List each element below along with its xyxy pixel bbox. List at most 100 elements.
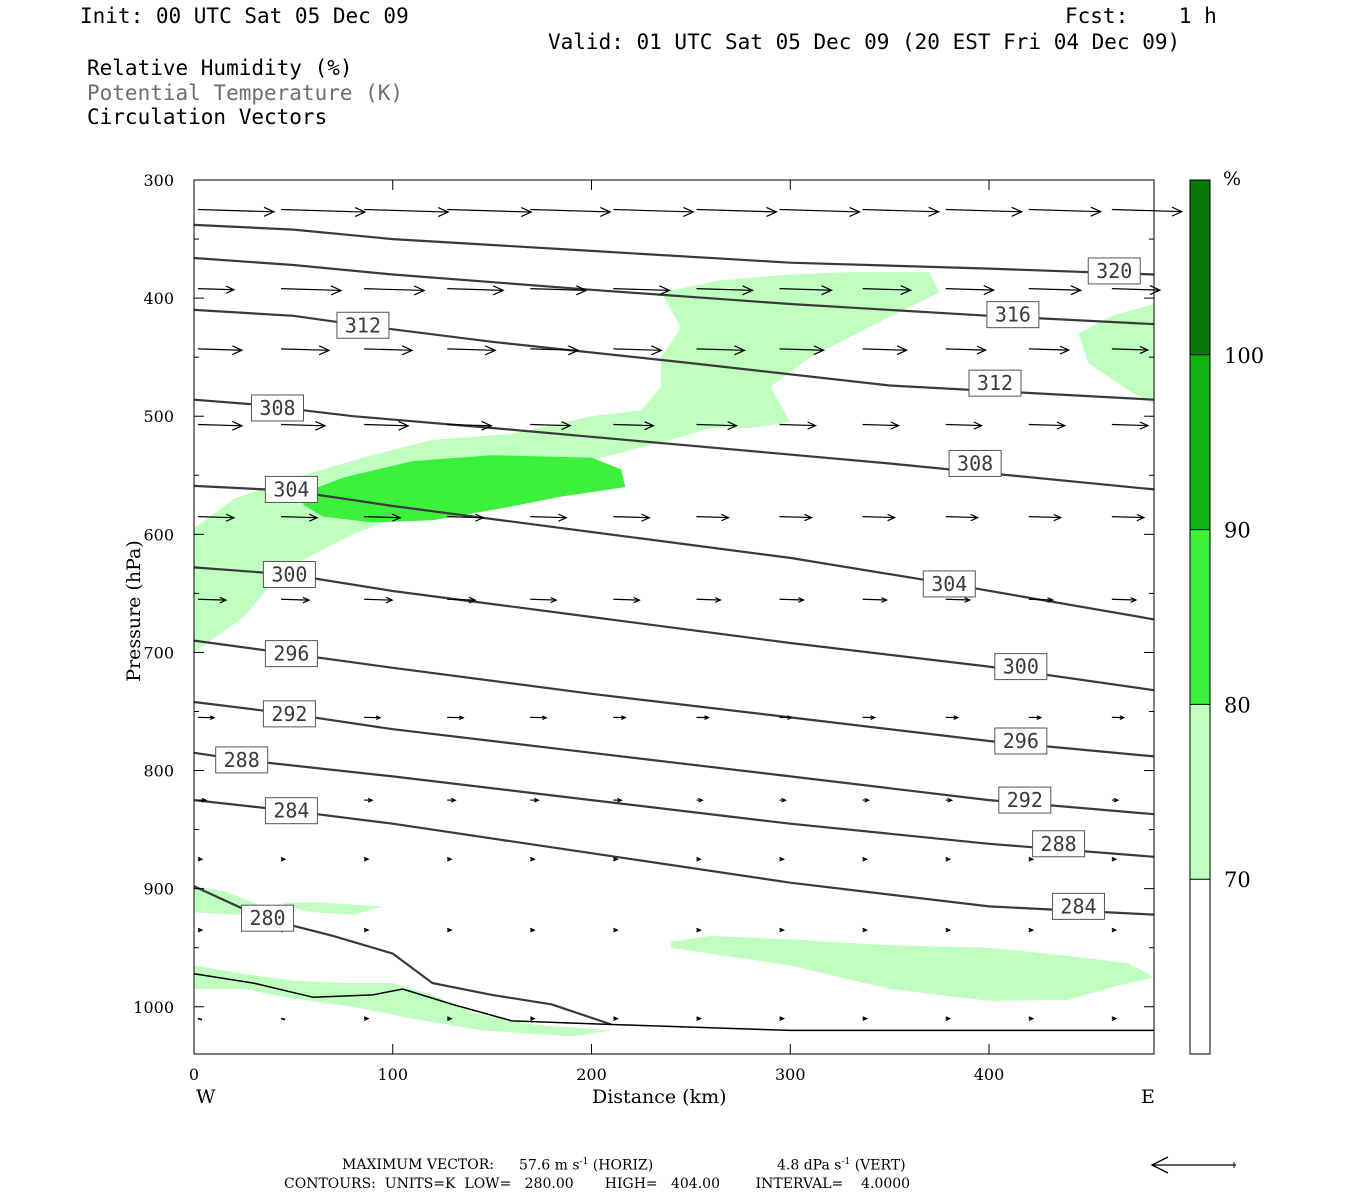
vector-arrow-head <box>641 513 651 522</box>
vector-arrow-head <box>576 285 588 296</box>
y-tick-label: 500 <box>143 407 174 426</box>
y-tick-label: 600 <box>143 525 174 544</box>
isentrope-label-box <box>264 640 318 668</box>
vector-arrow-head <box>484 345 497 356</box>
vector-arrow-head <box>1111 927 1118 933</box>
isentrope-label-box <box>336 311 390 339</box>
vector-arrow <box>779 516 812 519</box>
vector-arrow <box>281 598 310 601</box>
isentrope-label: 300 <box>1003 655 1039 679</box>
vector-arrow-head <box>617 797 623 803</box>
max-vector-horiz: 57.6 m s-1 (HORIZ) <box>519 1157 654 1174</box>
vector-arrow-head <box>330 285 343 296</box>
vector-arrow-head <box>1036 715 1043 720</box>
vector-arrow-head <box>263 206 276 217</box>
vector-arrow <box>197 1017 203 1021</box>
vector-arrow-head <box>1149 285 1162 296</box>
vector-arrow-head <box>302 596 311 604</box>
east-label: E <box>1141 1086 1155 1108</box>
vector-arrow-head <box>391 513 402 522</box>
vector-arrow <box>281 423 326 427</box>
vector-arrow-head <box>600 206 612 217</box>
colorbar-label: 100 <box>1224 344 1264 368</box>
vector-arrow-head <box>1047 597 1055 603</box>
vector-arrow-head <box>696 927 702 933</box>
vector-arrow-head <box>232 345 244 356</box>
vector-arrow-head <box>481 420 493 431</box>
rh-region-70 <box>671 935 1154 1001</box>
vector-arrow <box>696 516 729 519</box>
vector-arrow <box>447 348 496 351</box>
west-label: W <box>196 1086 216 1108</box>
vector-arrow-head <box>714 597 722 603</box>
vector-arrow <box>862 208 939 213</box>
vector-arrow-head <box>398 420 410 431</box>
vector-arrow-head <box>862 927 869 933</box>
vector-arrow-head <box>558 513 568 522</box>
vector-arrow-head <box>446 927 453 933</box>
isentrope-label-box <box>1032 830 1086 858</box>
vector-arrow-head <box>659 285 671 296</box>
vector-arrow <box>1028 423 1065 427</box>
vector-arrow-head <box>698 797 704 803</box>
vector-arrow <box>281 516 318 519</box>
vector-arrow <box>530 348 579 351</box>
isentrope-312 <box>193 308 1155 401</box>
vector-arrow <box>862 598 887 601</box>
vector-arrow <box>197 598 226 601</box>
vector-arrow-head <box>621 715 627 720</box>
vector-arrow-head <box>821 285 834 296</box>
vector-arrow-head <box>976 345 988 355</box>
vector-arrow <box>197 288 234 291</box>
vector-arrow-head <box>1136 513 1146 522</box>
vector-arrow-head <box>219 596 228 604</box>
vector-arrow-head <box>413 285 426 296</box>
isentrope-label-box <box>264 797 318 825</box>
vector-arrow-head <box>318 345 331 356</box>
isentrope-label: 320 <box>1096 259 1132 283</box>
vector-arrow-head <box>881 597 889 603</box>
vector-arrow-head <box>197 856 204 862</box>
isentrope-label-box <box>250 394 304 422</box>
vector-arrow-head <box>280 856 287 862</box>
vector-arrow-head <box>727 421 738 431</box>
vector-arrow <box>364 423 409 427</box>
vector-arrow-head <box>651 345 663 356</box>
x-tick-label: 200 <box>576 1065 607 1084</box>
isentrope-label: 308 <box>259 396 295 420</box>
vector-arrow-head <box>973 421 984 430</box>
vector-arrow-head <box>225 513 236 522</box>
vector-arrow-head <box>1130 597 1138 603</box>
vector-arrow <box>530 598 557 601</box>
terrain-layer <box>193 972 1154 1032</box>
isentrope-label-box <box>948 449 1002 477</box>
x-tick-label: 0 <box>189 1065 199 1084</box>
rh-region-70 <box>194 965 612 1037</box>
vector-arrow-head <box>367 797 374 803</box>
colorbar-frame <box>1189 179 1211 1055</box>
vector-arrow <box>696 598 721 601</box>
vector-arrow-head <box>798 597 806 603</box>
vector-arrow-head <box>209 715 216 721</box>
vector-arrow <box>862 288 911 291</box>
vector-arrow <box>613 348 662 351</box>
vector-arrow-head <box>1111 856 1118 862</box>
vector-arrow <box>1028 288 1081 291</box>
vector-arrow-head <box>862 856 869 862</box>
x-tick-label: 400 <box>974 1065 1005 1084</box>
vector-arrow-head <box>983 285 996 296</box>
vector-arrow-head <box>530 1016 536 1021</box>
isentrope-label: 312 <box>977 371 1013 395</box>
vector-arrow-head <box>896 345 909 356</box>
contour-info: CONTOURS: UNITS=K LOW= 280.00 HIGH= 404.… <box>284 1176 911 1192</box>
vector-arrow <box>779 423 816 427</box>
vector-arrow-head <box>437 206 450 218</box>
y-tick-label: 1000 <box>133 998 174 1017</box>
isentrope-label: 304 <box>273 477 309 501</box>
isentrope-label-box <box>998 786 1052 814</box>
field-label-vectors: Circulation Vectors <box>87 105 328 129</box>
vector-arrow-head <box>401 345 414 356</box>
vector-arrow-head <box>568 345 580 356</box>
vector-arrow-head <box>492 285 505 296</box>
vector-arrow-head <box>520 206 533 218</box>
